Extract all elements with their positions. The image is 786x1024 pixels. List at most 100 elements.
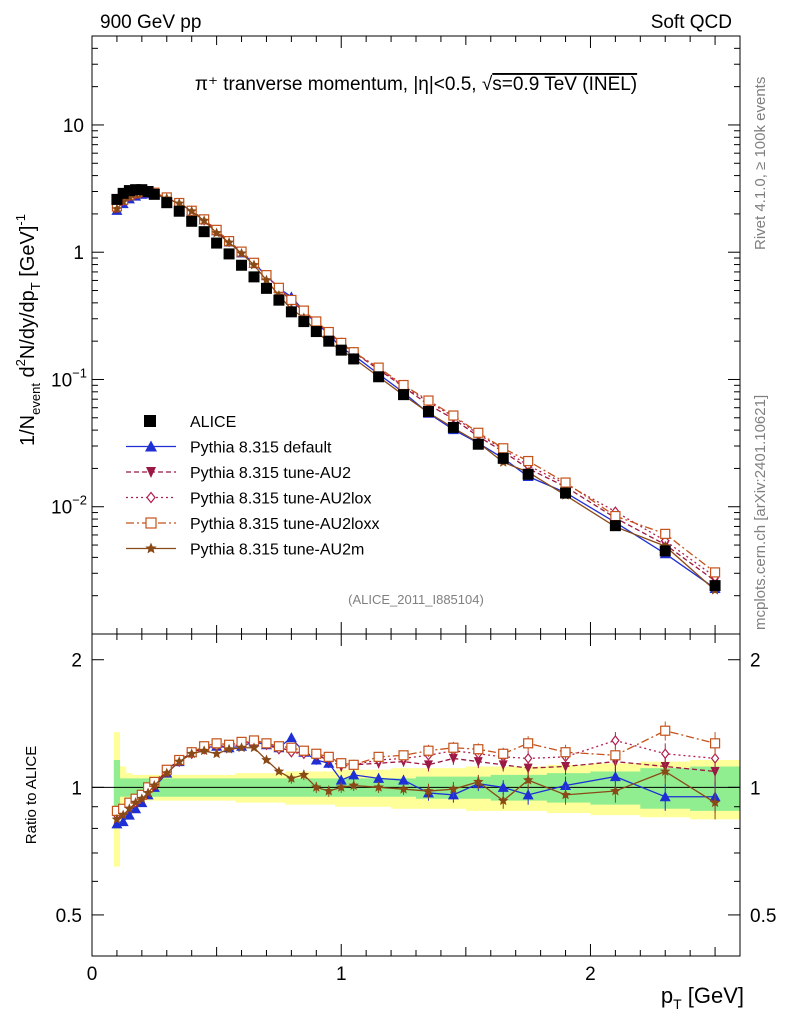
rivet-label: Rivet 4.1.0, ≥ 100k events (752, 77, 769, 250)
chart-title: π⁺ tranverse momentum, |η|<0.5, √s=0.9 T… (195, 74, 637, 95)
series-au2m-ratio-point (311, 781, 322, 792)
series-au2lox-ratio-point (710, 752, 720, 764)
ratio-series-group (111, 721, 721, 829)
series-au2m-ratio-point (161, 767, 173, 778)
y-tick-label: 10−2 (51, 493, 87, 519)
alice-point (148, 188, 160, 200)
ylabel-sup-2: 2 (13, 359, 28, 366)
alice-point (298, 316, 310, 328)
series-au2m-ratio-point (211, 748, 222, 759)
y-axis-label: 1/Nevent d2N/dy/dpT [GeV]-1 (13, 214, 43, 446)
series-au2loxx-point (323, 326, 334, 338)
alice-point (130, 184, 142, 196)
title-prefix: π⁺ tranverse momentum, (195, 74, 413, 95)
series-au2m-ratio-point (223, 743, 235, 754)
series-au2loxx-ratio-point (286, 742, 297, 753)
alice-point (447, 421, 459, 433)
series-au2loxx-ratio-point (523, 738, 534, 749)
series-default-ratio-point (522, 789, 534, 800)
series-au2loxx-ratio-point (211, 738, 222, 749)
header-left: 900 GeV pp (100, 12, 201, 33)
legend-marker-default (145, 440, 157, 452)
series-au2loxx-ratio-point (273, 741, 285, 752)
series-au2m-ratio-point (497, 795, 509, 806)
alice-point (273, 294, 285, 306)
legend-label-au2m: Pythia 8.315 tune-AU2m (190, 542, 364, 559)
legend-marker-au2 (146, 467, 156, 478)
alice-point (173, 205, 185, 217)
y-tick-label-exp: −2 (72, 493, 87, 508)
x-tick-label: 0 (87, 964, 98, 985)
series-au2m-ratio-point (335, 781, 347, 792)
series-au2lox-ratio-point (523, 752, 533, 764)
legend-marker-au2m (145, 542, 157, 554)
series-au2loxx-point (473, 427, 484, 438)
main-series-group (111, 186, 721, 595)
title-sqrt: √ (482, 74, 493, 95)
x-axis-label: pT [GeV] (661, 983, 744, 1012)
series-au2loxx-ratio-point (498, 748, 509, 759)
series-au2m-ratio-point (198, 745, 210, 756)
xlabel-main: p (661, 983, 673, 1008)
alice-point (310, 326, 322, 338)
ratio-panel: 0 1 2 0.5 0.5 1 1 2 2 (56, 633, 776, 985)
series-au2-ratio-point (523, 763, 533, 774)
ratio-tick-label-left: 0.5 (56, 906, 82, 927)
ylabel-sup-neg1: -1 (13, 214, 28, 226)
ratio-y-label: Ratio to ALICE (23, 746, 40, 844)
series-default-ratio-point (398, 774, 410, 785)
series-au2loxx-point (610, 510, 621, 522)
series-au2loxx-point (448, 410, 459, 421)
legend-label-alice: ALICE (190, 414, 236, 431)
series-au2loxx-ratio-point (373, 751, 384, 762)
series-default-ratio-point (609, 771, 621, 782)
ylabel-sub-t: T (28, 282, 43, 290)
legend-label-default: Pythia 8.315 default (190, 440, 332, 457)
series-au2m-ratio-point (186, 748, 197, 759)
series-au2m-ratio-point (142, 787, 154, 798)
header-right: Soft QCD (651, 12, 732, 33)
series-default-ratio-point (117, 816, 129, 827)
ylabel-part-a: 1/N (17, 415, 39, 446)
alice-point (260, 282, 272, 294)
series-au2loxx-point (709, 567, 721, 578)
ratio-tick-label-right: 1 (750, 778, 761, 799)
alice-point (335, 344, 347, 356)
series-au2m-ratio-point (298, 769, 310, 780)
mcplots-label: mcplots.cern.ch [arXiv:2401.10621] (752, 395, 769, 630)
series-au2m-point (198, 215, 210, 226)
series-au2m-ratio-point (124, 803, 135, 814)
xlabel-unit: [GeV] (682, 983, 744, 1008)
series-au2m-point (236, 247, 247, 258)
series-au2m-point (124, 191, 135, 202)
alice-point (136, 184, 148, 196)
series-au2m-ratio-point (522, 774, 534, 785)
y-tick-label-base: 10 (51, 498, 72, 519)
ylabel-sub-event: event (28, 383, 43, 415)
series-au2-ratio-point (448, 753, 458, 764)
alice-point (111, 193, 123, 205)
series-au2loxx-point (560, 477, 571, 488)
series-au2m-ratio-point (709, 797, 721, 808)
series-au2m-ratio-point (423, 785, 434, 796)
series-au2-ratio-point (473, 757, 483, 768)
series-au2m-ratio-point (348, 779, 359, 790)
series-au2m-ratio-point (261, 754, 272, 765)
alice-point (472, 438, 484, 450)
y-tick-label: 10 (63, 116, 84, 137)
series-default-ratio-point (123, 809, 135, 820)
alice-point (117, 187, 129, 199)
alice-point (211, 237, 223, 249)
series-au2m-ratio-point (560, 789, 571, 800)
y-tick-label-base: 10 (51, 370, 72, 391)
alice-points-group (111, 184, 721, 592)
y-tick-label: 1 (73, 243, 84, 264)
series-au2loxx-point (423, 395, 434, 406)
alice-point (522, 468, 534, 480)
series-au2m-ratio-point (373, 781, 384, 792)
alice-point (186, 215, 198, 227)
series-au2loxx-ratio-point (261, 738, 272, 749)
series-au2m-ratio-point (286, 772, 297, 783)
series-au2loxx-ratio-point (348, 759, 359, 770)
